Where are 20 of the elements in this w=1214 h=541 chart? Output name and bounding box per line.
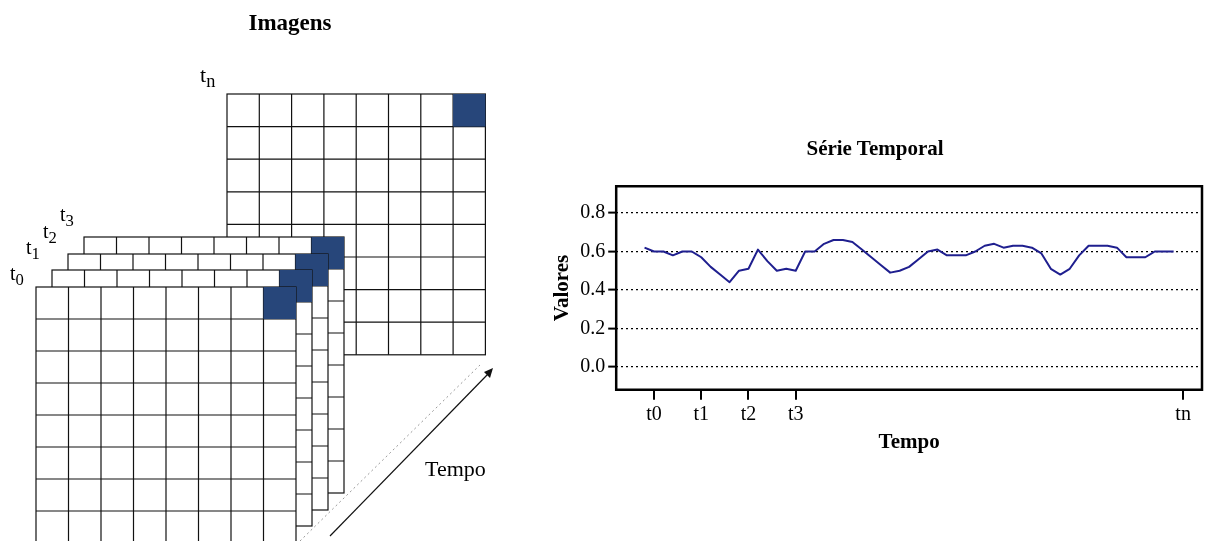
- text: t$_{n}$: [200, 62, 216, 93]
- chart-title: Série Temporal: [806, 136, 944, 161]
- text: Tempo: [425, 456, 486, 482]
- text: t$_{0}$: [10, 262, 24, 290]
- y-tick-label: 0.4: [580, 277, 606, 300]
- x-tick-label: t1: [693, 402, 710, 425]
- x-axis-title: Tempo: [878, 428, 940, 453]
- x-tick-label: tn: [1175, 402, 1191, 425]
- x-tick-label: t2: [740, 402, 757, 425]
- text: Imagens: [247, 10, 333, 36]
- text: t$_{2}$: [43, 220, 57, 248]
- y-tick-label: 0.6: [580, 238, 606, 261]
- text: t$_{3}$: [60, 203, 74, 231]
- y-axis-title: Valores: [549, 254, 574, 322]
- x-tick-label: t0: [646, 402, 662, 425]
- y-tick-label: 0.2: [580, 315, 606, 338]
- y-tick-label: 0.8: [580, 200, 606, 223]
- y-tick-label: 0.0: [580, 354, 606, 376]
- x-tick-label: t3: [787, 402, 804, 425]
- text: t$_{1}$: [26, 236, 40, 264]
